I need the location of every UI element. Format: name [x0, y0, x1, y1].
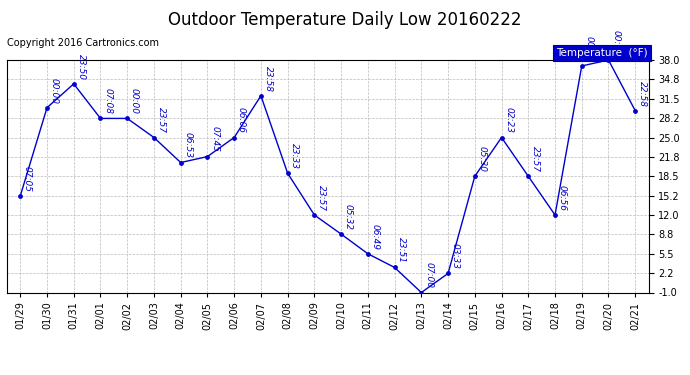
Text: 06:06: 06:06 — [237, 107, 246, 134]
Point — [389, 264, 400, 270]
Point — [121, 116, 132, 122]
Point — [255, 93, 266, 99]
Text: 23:57: 23:57 — [531, 146, 540, 172]
Text: 23:57: 23:57 — [317, 185, 326, 211]
Point — [282, 170, 293, 176]
Point — [442, 270, 453, 276]
Text: 06:53: 06:53 — [184, 132, 193, 158]
Point — [202, 154, 213, 160]
Text: 02:23: 02:23 — [504, 107, 513, 134]
Point — [335, 231, 346, 237]
Text: 06:56: 06:56 — [558, 185, 566, 211]
Point — [523, 173, 534, 179]
Point — [228, 135, 239, 141]
Point — [175, 159, 186, 165]
Text: Temperature  (°F): Temperature (°F) — [556, 48, 648, 58]
Point — [549, 212, 560, 218]
Text: 23:57: 23:57 — [157, 107, 166, 134]
Point — [14, 193, 26, 199]
Point — [603, 57, 614, 63]
Point — [95, 116, 106, 122]
Point — [41, 105, 52, 111]
Text: 07:05: 07:05 — [23, 166, 32, 192]
Text: 23:58: 23:58 — [264, 66, 273, 92]
Point — [630, 108, 641, 114]
Text: 07:45: 07:45 — [210, 126, 219, 152]
Point — [469, 173, 480, 179]
Point — [416, 290, 427, 296]
Text: 07:08: 07:08 — [104, 88, 112, 114]
Text: 23:33: 23:33 — [290, 143, 299, 169]
Point — [362, 251, 373, 257]
Point — [148, 135, 159, 141]
Point — [576, 63, 587, 69]
Text: 00:14: 00:14 — [584, 36, 593, 62]
Text: 00:00: 00:00 — [130, 88, 139, 114]
Text: 22:58: 22:58 — [638, 81, 647, 106]
Text: 06:49: 06:49 — [371, 224, 380, 250]
Point — [68, 81, 79, 87]
Point — [309, 212, 320, 218]
Text: Outdoor Temperature Daily Low 20160222: Outdoor Temperature Daily Low 20160222 — [168, 11, 522, 29]
Text: 23:51: 23:51 — [397, 237, 406, 263]
Text: Copyright 2016 Cartronics.com: Copyright 2016 Cartronics.com — [7, 38, 159, 48]
Text: 05:30: 05:30 — [477, 146, 486, 172]
Text: 00:10: 00:10 — [611, 30, 620, 56]
Text: 00:00: 00:00 — [50, 78, 59, 104]
Text: 07:00: 07:00 — [424, 262, 433, 288]
Text: 05:32: 05:32 — [344, 204, 353, 230]
Point — [496, 135, 507, 141]
Text: 23:50: 23:50 — [77, 54, 86, 80]
Text: 03:33: 03:33 — [451, 243, 460, 269]
